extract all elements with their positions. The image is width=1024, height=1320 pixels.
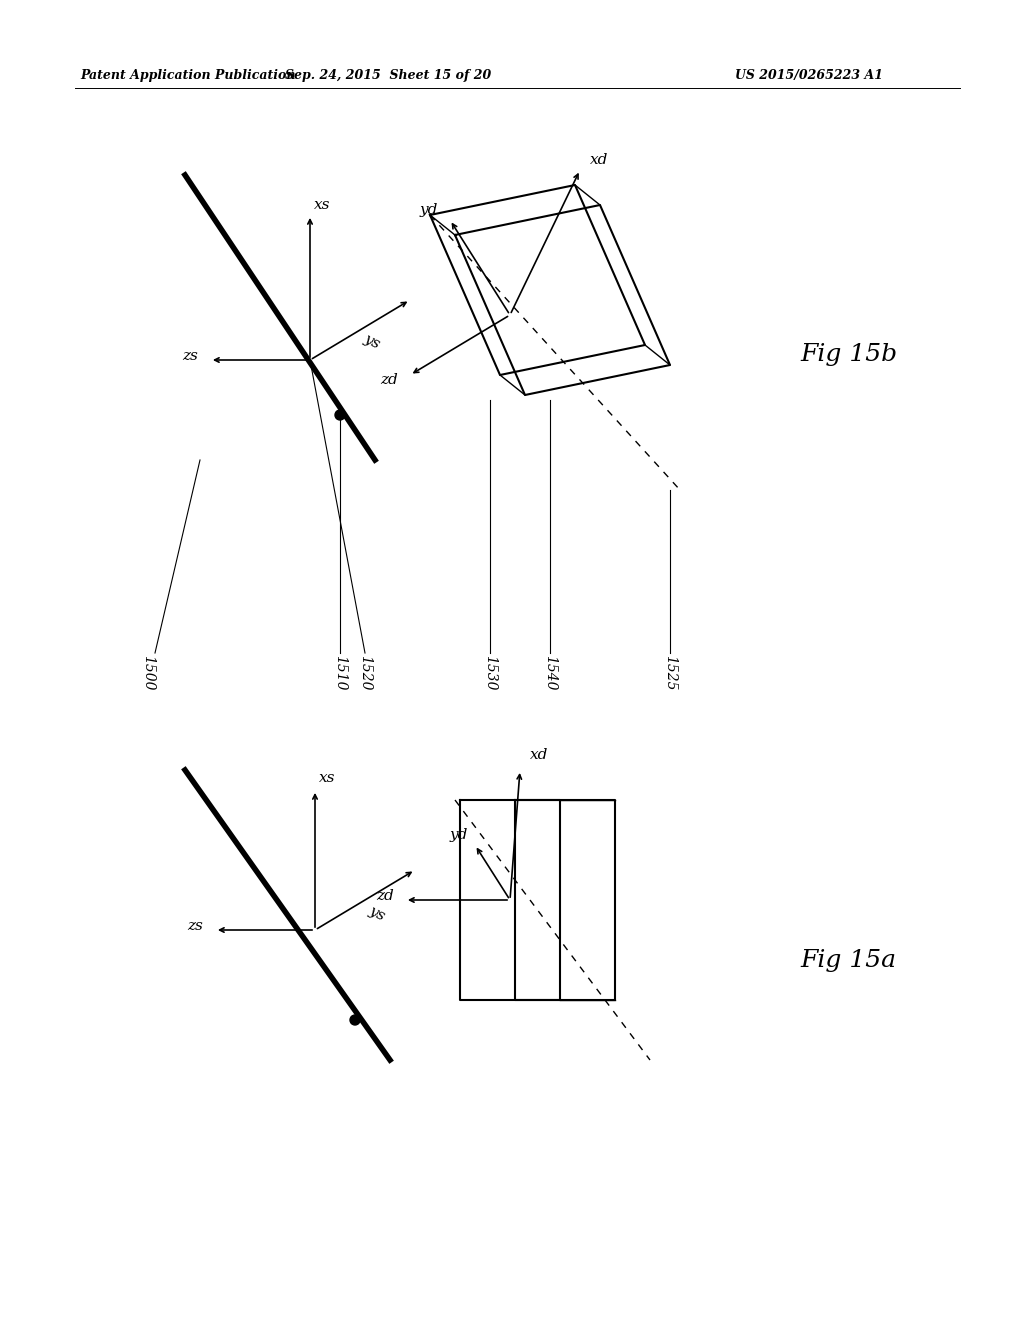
Text: zd: zd <box>376 888 394 903</box>
Text: zs: zs <box>182 348 198 363</box>
Text: 1525: 1525 <box>663 655 677 690</box>
Text: 1520: 1520 <box>358 655 372 690</box>
Text: US 2015/0265223 A1: US 2015/0265223 A1 <box>735 69 883 82</box>
Text: 1500: 1500 <box>141 655 155 690</box>
Text: yd: yd <box>420 203 438 216</box>
Circle shape <box>335 411 345 420</box>
Text: xs: xs <box>313 198 331 213</box>
Text: xd: xd <box>530 748 549 762</box>
Text: zs: zs <box>187 919 203 933</box>
Text: xd: xd <box>590 153 608 168</box>
Text: yd: yd <box>450 828 468 842</box>
Text: 1540: 1540 <box>543 655 557 690</box>
Circle shape <box>350 1015 360 1026</box>
Text: xs: xs <box>318 771 335 785</box>
Text: Patent Application Publication: Patent Application Publication <box>80 69 296 82</box>
Text: 1530: 1530 <box>483 655 497 690</box>
Text: Fig 15a: Fig 15a <box>800 949 896 972</box>
Text: ys: ys <box>367 904 387 924</box>
Text: 1510: 1510 <box>333 655 347 690</box>
Text: ys: ys <box>361 333 383 352</box>
Text: Fig 15b: Fig 15b <box>800 343 897 367</box>
Text: Sep. 24, 2015  Sheet 15 of 20: Sep. 24, 2015 Sheet 15 of 20 <box>285 69 492 82</box>
Text: zd: zd <box>380 374 398 387</box>
